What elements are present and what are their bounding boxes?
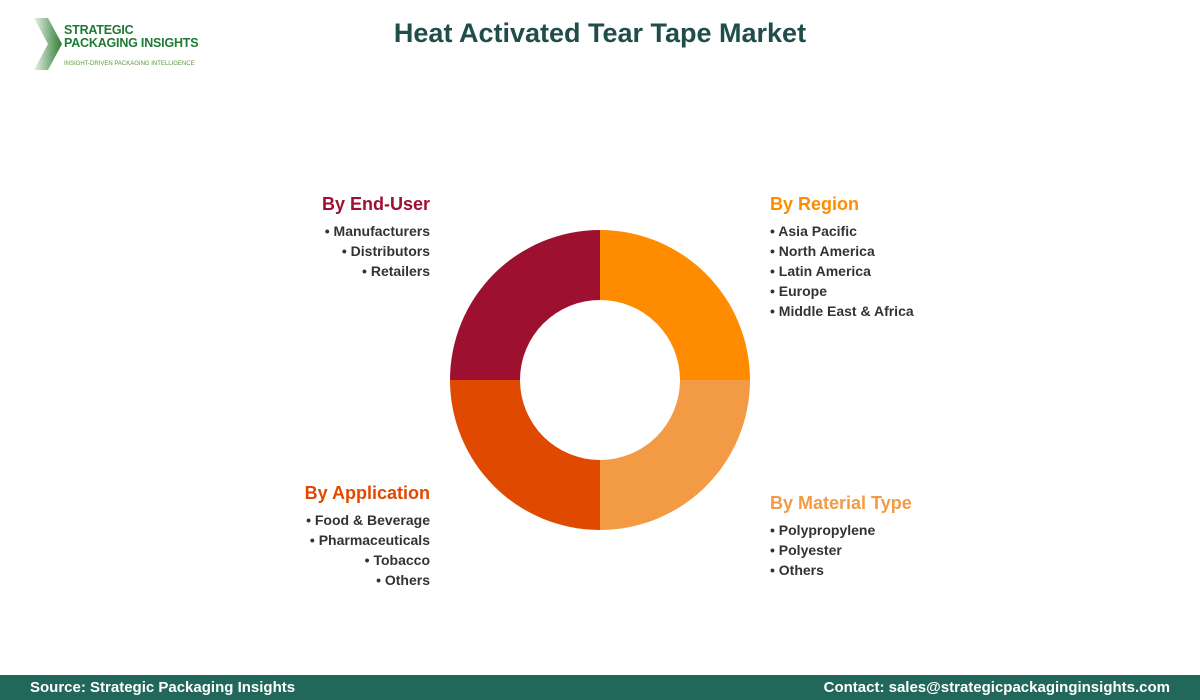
list-item: Middle East & Africa — [778, 303, 914, 319]
list-item: Polyester — [778, 542, 842, 558]
page-title: Heat Activated Tear Tape Market — [393, 18, 807, 48]
list-item: Polypropylene — [778, 522, 876, 538]
list-item: Retailers — [370, 263, 430, 279]
list-item: Others — [778, 562, 824, 578]
logo-line2: PACKAGING INSIGHTS — [64, 36, 199, 50]
list-item: Manufacturers — [333, 223, 430, 239]
segment-title: By End-User — [321, 194, 430, 214]
list-item: Tobacco — [373, 552, 430, 568]
logo-tagline: INSIGHT-DRIVEN PACKAGING INTELLIGENCE — [64, 61, 195, 67]
list-item: Pharmaceuticals — [318, 532, 430, 548]
segment-title: By Material Type — [770, 493, 912, 513]
list-item: Others — [384, 572, 430, 588]
segment-end-user-label: By End-User • Manufacturers • Distributo… — [321, 194, 430, 279]
list-item: Distributors — [350, 243, 430, 259]
segment-end-user — [450, 230, 600, 380]
footer-source: Source: Strategic Packaging Insights — [30, 679, 296, 696]
list-item: Asia Pacific — [778, 223, 857, 239]
segment-application — [450, 380, 600, 530]
segment-material-label: By Material Type • Polypropylene • Polye… — [770, 493, 912, 578]
list-item: Food & Beverage — [314, 512, 430, 528]
list-item: Latin America — [778, 263, 871, 279]
footer-contact[interactable]: Contact: sales@strategicpackaginginsight… — [823, 679, 1170, 696]
segment-region — [600, 230, 750, 380]
list-item: Europe — [778, 283, 828, 299]
list-item: North America — [778, 243, 875, 259]
segment-material — [600, 380, 750, 530]
footer: Source: Strategic Packaging Insights Con… — [0, 675, 1200, 700]
segment-title: By Application — [304, 483, 430, 503]
logo-line1: STRATEGIC — [64, 23, 134, 37]
segment-region-label: By Region • Asia Pacific • North America… — [770, 194, 914, 319]
segment-application-label: By Application • Food & Beverage • Pharm… — [304, 483, 430, 588]
logo: STRATEGIC PACKAGING INSIGHTS INSIGHT-DRIV… — [30, 18, 200, 73]
logo-chevron-icon — [34, 18, 62, 70]
segment-title: By Region — [770, 194, 860, 214]
